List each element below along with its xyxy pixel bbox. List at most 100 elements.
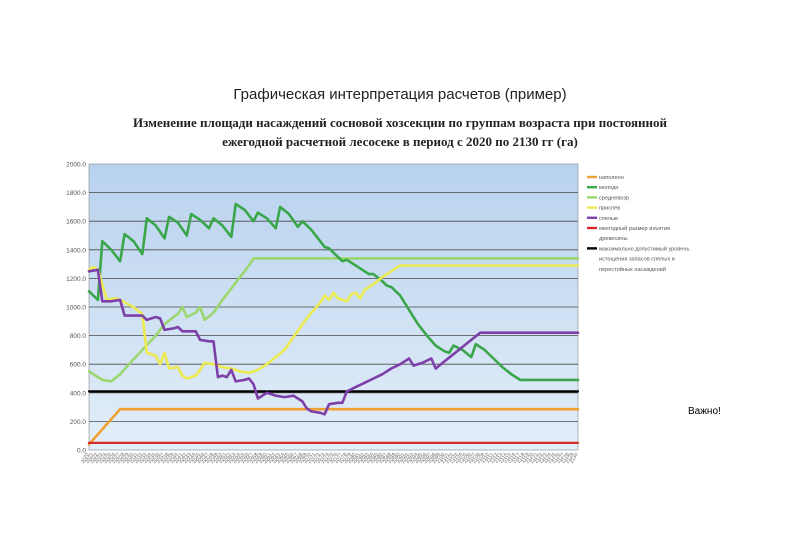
x-tick-label: 2056: [240, 452, 251, 465]
x-tick-label: 2097: [422, 452, 433, 465]
x-tick-label: 2047: [200, 452, 211, 465]
x-tick-label: 2064: [276, 452, 287, 465]
x-tick-label: 2045: [191, 452, 202, 465]
y-tick-label: 1200.0: [66, 276, 86, 283]
y-tick-label: 1000.0: [66, 305, 86, 312]
x-tick-label: 2035: [147, 452, 158, 465]
legend: наполеон молодн средневозр приспев спелые еже…: [587, 175, 690, 273]
x-tick-label: 2123: [538, 452, 549, 465]
x-tick-label: 2050: [213, 452, 224, 465]
x-tick-label: 2072: [311, 452, 322, 465]
x-tick-label: 2127: [556, 452, 567, 465]
x-tick-label: 2078: [338, 452, 349, 465]
x-tick-label: 2112: [489, 452, 500, 465]
x-tick-label: 2037: [156, 452, 167, 465]
x-tick-label: 2059: [253, 452, 264, 465]
x-tick-label: 2071: [307, 452, 318, 465]
x-tick-label: 2080: [347, 452, 358, 465]
x-tick-label: 2054: [231, 452, 242, 465]
x-tick-label: 2053: [227, 452, 238, 465]
x-tick-label: 2110: [480, 452, 491, 465]
x-tick-label: 2115: [502, 452, 513, 465]
x-tick-label: 2055: [236, 452, 247, 465]
x-tick-label: 2030: [124, 452, 135, 465]
series-line-0: [87, 407, 580, 446]
x-tick-label: 2102: [445, 452, 456, 465]
x-tick-label: 2044: [187, 452, 198, 465]
x-axis-ticks: 2020202120222023202420252026202720282029…: [80, 452, 580, 465]
legend-label: приспев: [599, 206, 620, 212]
x-tick-label: 2098: [427, 452, 438, 465]
x-tick-label: 2081: [351, 452, 362, 465]
series-line-2: [87, 257, 580, 383]
x-tick-label: 2070: [302, 452, 313, 465]
x-tick-label: 2031: [129, 452, 140, 465]
x-tick-label: 2061: [262, 452, 273, 465]
x-tick-label: 2042: [178, 452, 189, 465]
x-tick-label: 2117: [511, 452, 522, 465]
x-tick-label: 2076: [329, 452, 340, 465]
x-tick-label: 2095: [413, 452, 424, 465]
x-tick-label: 2022: [89, 452, 100, 465]
x-tick-label: 2087: [378, 452, 389, 465]
legend-label: спелые: [599, 216, 618, 222]
x-tick-label: 2048: [204, 452, 215, 465]
x-tick-label: 2124: [542, 452, 553, 465]
x-tick-label: 2107: [467, 452, 478, 465]
x-tick-label: 2043: [182, 452, 193, 465]
x-tick-label: 2093: [404, 452, 415, 465]
x-tick-label: 2118: [516, 452, 527, 465]
x-tick-label: 2069: [298, 452, 309, 465]
x-tick-label: 2105: [458, 452, 469, 465]
x-tick-label: 2119: [520, 452, 531, 465]
important-note: Важно!: [688, 406, 721, 417]
x-tick-label: 2121: [529, 452, 540, 465]
y-tick-label: 2000.0: [66, 162, 86, 169]
x-tick-label: 2033: [138, 452, 149, 465]
chart-title: Изменение площади насаждений сосновой хо…: [0, 113, 800, 151]
x-tick-label: 2084: [364, 452, 375, 465]
x-tick-label: 2028: [116, 452, 127, 465]
series-line-3: [87, 264, 580, 380]
x-tick-label: 2065: [280, 452, 291, 465]
x-tick-label: 2073: [316, 452, 327, 465]
x-tick-label: 2075: [324, 452, 335, 465]
x-tick-label: 2027: [111, 452, 122, 465]
y-tick-label: 200.0: [70, 419, 87, 426]
x-tick-label: 2129: [565, 452, 576, 465]
x-tick-label: 2104: [453, 452, 464, 465]
x-tick-label: 2077: [333, 452, 344, 465]
y-tick-label: 1800.0: [66, 190, 86, 197]
y-tick-label: 1600.0: [66, 219, 86, 226]
x-tick-label: 2083: [360, 452, 371, 465]
x-tick-label: 2046: [196, 452, 207, 465]
x-tick-label: 2025: [102, 452, 113, 465]
series-lines: [87, 202, 580, 446]
x-tick-label: 2100: [436, 452, 447, 465]
x-tick-label: 2116: [507, 452, 518, 465]
legend-label: молодн: [599, 185, 619, 191]
x-tick-label: 2020: [80, 452, 91, 465]
gridlines: [89, 192, 578, 422]
chart-title-line2: ежегодной расчетной лесосеке в период с …: [222, 134, 578, 149]
y-tick-label: 400.0: [70, 390, 87, 397]
x-tick-label: 2126: [551, 452, 562, 465]
x-tick-label: 2057: [244, 452, 255, 465]
x-tick-label: 2125: [547, 452, 558, 465]
x-tick-label: 2074: [320, 452, 331, 465]
x-tick-label: 2088: [382, 452, 393, 465]
x-tick-label: 2091: [396, 452, 407, 465]
x-tick-label: 2032: [133, 452, 144, 465]
x-tick-label: 2085: [369, 452, 380, 465]
x-tick-label: 2101: [440, 452, 451, 465]
x-tick-label: 2068: [293, 452, 304, 465]
x-tick-label: 2066: [284, 452, 295, 465]
x-tick-label: 2086: [373, 452, 384, 465]
x-tick-label: 2089: [387, 452, 398, 465]
x-tick-label: 2128: [560, 452, 571, 465]
legend-label: максимально допустимый уровень истощения …: [599, 245, 690, 272]
x-tick-label: 2023: [93, 452, 104, 465]
y-tick-label: 0.0: [77, 448, 86, 455]
x-tick-label: 2130: [569, 452, 580, 465]
